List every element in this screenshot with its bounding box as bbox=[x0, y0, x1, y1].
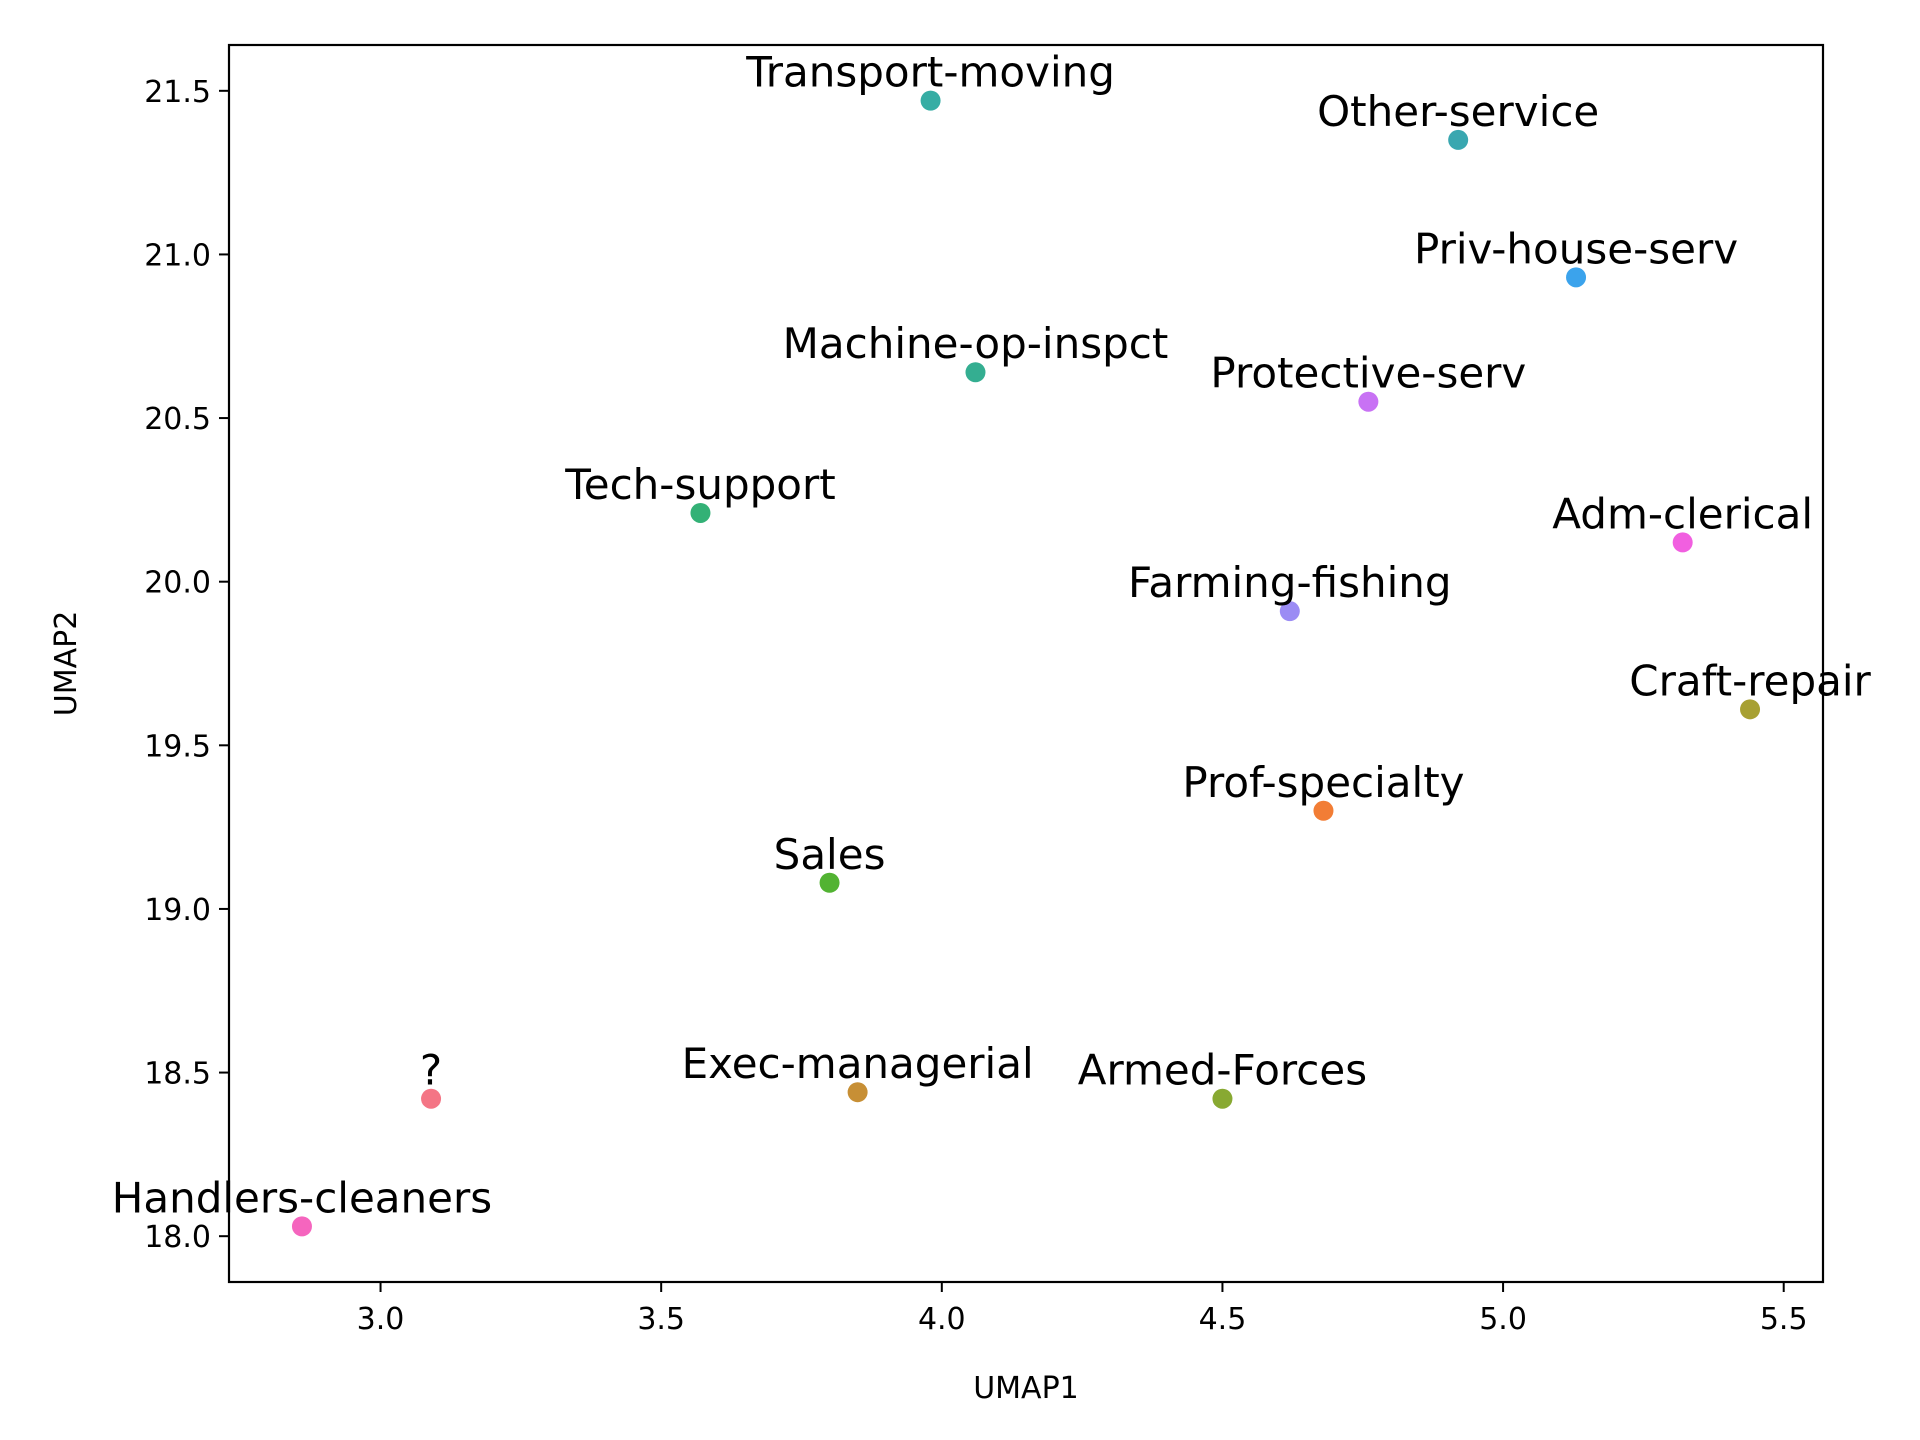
scatter-point bbox=[690, 502, 711, 523]
scatter-point bbox=[1358, 391, 1379, 412]
y-axis: 18.0 18.5 19.0 19.5 20.0 20.5 21.0 21.5 bbox=[144, 75, 229, 1255]
y-tick-label: 20.5 bbox=[144, 402, 211, 437]
point-label: Other-service bbox=[1317, 87, 1599, 136]
point-label: Craft-repair bbox=[1629, 656, 1871, 705]
scatter-point bbox=[1279, 601, 1300, 622]
scatter-point bbox=[819, 872, 840, 893]
point-label: Protective-serv bbox=[1210, 349, 1526, 398]
point-label: Exec-managerial bbox=[682, 1039, 1034, 1088]
point-label: Prof-specialty bbox=[1182, 758, 1464, 807]
y-tick-label: 20.0 bbox=[144, 566, 211, 601]
point-label: Farming-fishing bbox=[1128, 558, 1452, 607]
y-tick-label: 21.0 bbox=[144, 238, 211, 273]
point-label: Priv-house-serv bbox=[1414, 224, 1738, 273]
point-label: Tech-support bbox=[564, 460, 835, 509]
x-tick-label: 3.0 bbox=[357, 1302, 405, 1337]
scatter-point bbox=[1212, 1088, 1233, 1109]
point-label: Handlers-cleaners bbox=[112, 1173, 492, 1222]
point-label: Armed-Forces bbox=[1078, 1046, 1367, 1095]
point-label: ? bbox=[420, 1046, 442, 1095]
x-axis: 3.0 3.5 4.0 4.5 5.0 5.5 bbox=[357, 1282, 1808, 1337]
scatter-point bbox=[847, 1082, 868, 1103]
y-tick-label: 19.5 bbox=[144, 729, 211, 764]
scatter-point bbox=[965, 362, 986, 383]
y-tick-label: 19.0 bbox=[144, 893, 211, 928]
scatter-point bbox=[920, 90, 941, 111]
scatter-point bbox=[421, 1088, 442, 1109]
x-axis-label: UMAP1 bbox=[973, 1371, 1079, 1406]
scatter-point bbox=[1313, 800, 1334, 821]
point-label: Adm-clerical bbox=[1552, 489, 1813, 538]
x-tick-label: 3.5 bbox=[637, 1302, 685, 1337]
x-tick-label: 5.0 bbox=[1479, 1302, 1527, 1337]
x-tick-label: 4.5 bbox=[1199, 1302, 1247, 1337]
x-tick-label: 4.0 bbox=[918, 1302, 966, 1337]
point-label: Sales bbox=[774, 830, 886, 879]
y-tick-label: 18.5 bbox=[144, 1057, 211, 1092]
point-label: Machine-op-inspct bbox=[783, 319, 1169, 368]
x-tick-label: 5.5 bbox=[1760, 1302, 1808, 1337]
scatter-point bbox=[1740, 699, 1761, 720]
scatter-point bbox=[1448, 129, 1469, 150]
scatter-point bbox=[1672, 532, 1693, 553]
point-label: Transport-moving bbox=[745, 48, 1115, 97]
scatter-point bbox=[291, 1216, 312, 1237]
y-tick-label: 21.5 bbox=[144, 75, 211, 110]
plot-area: Transport-moving Other-service Priv-house-… bbox=[112, 48, 1872, 1237]
y-axis-label: UMAP2 bbox=[49, 611, 84, 717]
scatter-point bbox=[1566, 267, 1587, 288]
plot-frame bbox=[227, 43, 1825, 1284]
y-tick-label: 18.0 bbox=[144, 1220, 211, 1255]
